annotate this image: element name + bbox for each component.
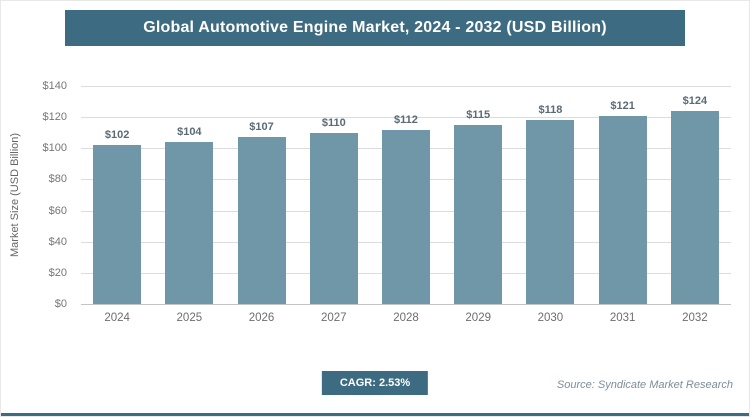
bar-column: $110 — [298, 86, 370, 304]
bar-column: $118 — [514, 86, 586, 304]
bar-value-label: $112 — [394, 113, 418, 126]
cagr-badge: CAGR: 2.53% — [321, 371, 429, 395]
x-axis-labels: 2024 2025 2026 2027 2028 2029 2030 2031 2032 — [81, 312, 731, 324]
source-note: Source: Syndicate Market Research — [556, 379, 733, 391]
bar — [454, 124, 503, 304]
bar-column: $112 — [370, 86, 442, 304]
y-tick-label: $80 — [48, 173, 67, 186]
bars: $102 $104 $107 $110 $112 $115 $118 $121 $124 — [81, 86, 731, 304]
x-tick-label: 2031 — [609, 312, 636, 324]
y-tick-label: $0 — [54, 298, 67, 310]
y-axis-ticks: $0 $20 $40 $60 $80 $100 $120 $140 — [1, 80, 73, 310]
y-tick-label: $20 — [48, 266, 67, 279]
bar — [93, 145, 142, 304]
y-tick-label: $100 — [42, 142, 67, 155]
x-tick-label: 2025 — [176, 312, 203, 324]
bar-value-label: $104 — [177, 126, 202, 139]
x-tick-label: 2024 — [104, 312, 130, 324]
bar-column: $107 — [225, 86, 297, 304]
bar-column: $115 — [442, 86, 514, 304]
bar — [526, 120, 575, 304]
bar-value-label: $102 — [104, 129, 130, 142]
x-tick-label: 2026 — [248, 312, 275, 324]
bar — [670, 110, 719, 304]
gridline — [81, 304, 731, 305]
x-tick-label: 2030 — [537, 312, 564, 324]
bar-column: $121 — [587, 86, 659, 304]
gridline — [81, 117, 731, 119]
bar-column: $102 — [81, 86, 153, 304]
x-tick-label: 2027 — [320, 312, 347, 324]
y-tick-label: $60 — [48, 204, 67, 217]
bottom-rule — [1, 413, 749, 416]
plot-area: $102 $104 $107 $110 $112 $115 $118 $121 $124 — [81, 86, 731, 305]
gridline — [81, 86, 731, 87]
bar — [309, 132, 358, 304]
bar — [237, 137, 286, 304]
y-tick-label: $40 — [48, 235, 67, 248]
x-tick-label: 2032 — [682, 312, 708, 324]
chart-title: Global Automotive Engine Market, 2024 - … — [65, 10, 685, 46]
y-tick-label: $120 — [42, 111, 67, 124]
bar-value-label: $118 — [538, 104, 563, 117]
bar-column: $124 — [659, 86, 731, 304]
y-tick-label: $140 — [42, 80, 67, 92]
x-tick-label: 2029 — [465, 312, 491, 324]
bar-value-label: $115 — [466, 108, 491, 121]
bar-value-label: $107 — [249, 121, 274, 134]
bar — [598, 115, 647, 304]
bar-value-label: $110 — [321, 116, 346, 129]
x-tick-label: 2028 — [393, 312, 419, 324]
bar — [165, 142, 214, 304]
bar — [381, 129, 430, 304]
bar-value-label: $124 — [682, 94, 708, 107]
bar-column: $104 — [153, 86, 225, 304]
bar-value-label: $121 — [610, 99, 635, 112]
